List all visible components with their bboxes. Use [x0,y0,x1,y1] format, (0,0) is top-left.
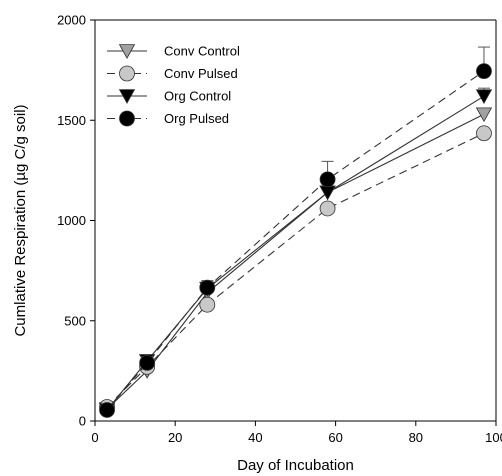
data-point [319,200,336,217]
series-org-pulsed [99,46,492,418]
data-point [139,354,156,371]
series-layer [98,46,493,418]
data-point [319,185,336,201]
series-conv-pulsed [99,125,492,415]
x-axis-title: Day of Incubation [237,457,354,474]
axes-layer [94,19,497,422]
data-point [199,296,216,313]
data-point [199,279,216,296]
series-org-control [98,87,493,418]
legend-marker [118,89,136,104]
x-tick-label: 80 [409,430,423,445]
series-line [106,132,485,408]
data-point [476,63,492,80]
ticks-layer: 0204060801000500100015002000 [57,13,502,446]
x-tick-label: 100 [485,430,502,445]
y-tick-label: 2000 [57,13,86,28]
legend-label: Conv Control [164,44,240,59]
y-tick-label: 500 [64,313,86,328]
legend-label: Conv Pulsed [164,66,238,81]
y-tick-label: 1000 [57,213,86,228]
y-tick-label: 0 [79,414,86,429]
x-tick-label: 20 [168,430,182,445]
data-point [99,402,115,418]
x-tick-label: 60 [328,430,342,445]
x-tick-label: 40 [248,430,262,445]
y-axis-title: Cumlative Respiration (µg C/g soil) [12,104,29,336]
legend-label: Org Pulsed [164,111,229,126]
series-conv-control [98,107,493,417]
series-line [106,95,485,411]
legend-marker [119,110,135,127]
legend: Conv Control Conv Pulsed Org Control Org Pu… [107,44,240,127]
data-point [476,125,492,142]
data-point [475,107,493,123]
legend-marker [119,65,135,82]
series-line [106,113,485,410]
x-tick-label: 0 [91,430,98,445]
data-point [319,171,336,188]
legend-marker [118,44,136,59]
data-point [475,89,493,105]
y-tick-label: 1500 [57,113,86,128]
legend-label: Org Control [164,89,231,104]
